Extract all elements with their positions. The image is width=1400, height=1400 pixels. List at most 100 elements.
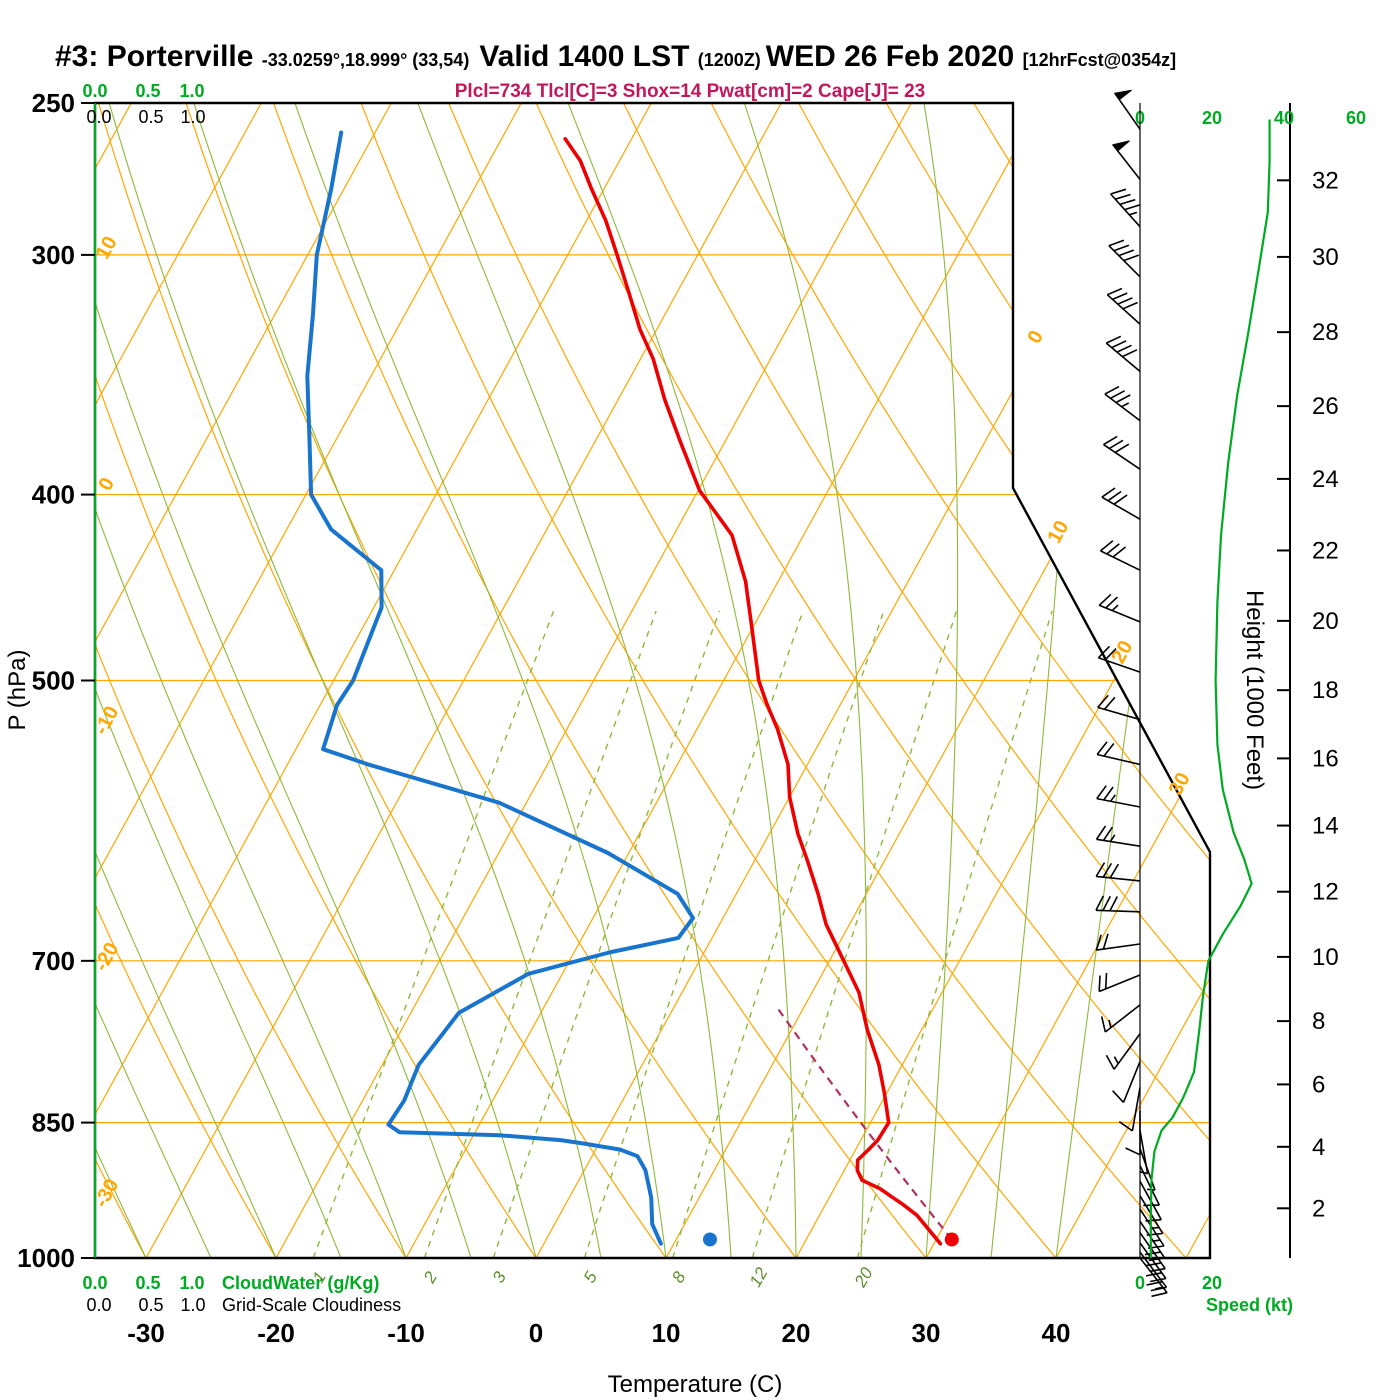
temperature-tick-label: 10 xyxy=(652,1318,681,1348)
dry-adiabat-line xyxy=(798,103,1210,1258)
dry-adiabat-line xyxy=(1148,103,1210,1258)
dry-adiabat-line xyxy=(710,103,1210,1258)
wind-barb xyxy=(1105,1033,1141,1070)
speed-profile-curve xyxy=(1149,119,1271,1258)
speed-tick-label-top: 40 xyxy=(1274,108,1294,128)
wind-barb xyxy=(1095,862,1141,882)
moist-adiabat-line xyxy=(95,103,472,1258)
cloudiness-tick-bottom: 0.5 xyxy=(138,1295,163,1315)
wind-barb xyxy=(1095,825,1141,847)
isotherm-line xyxy=(145,103,782,1258)
cloudwater-tick-top: 1.0 xyxy=(179,81,204,101)
mixing-ratio-line xyxy=(312,610,555,1258)
wind-barb xyxy=(1106,287,1141,325)
moist-adiabat-line xyxy=(743,103,867,1258)
sounding-curves xyxy=(305,130,959,1247)
cloudwater-axis-title: CloudWater (g/Kg) xyxy=(222,1273,379,1293)
isotherm-line xyxy=(95,103,522,1258)
speed-tick-label-top: 60 xyxy=(1346,108,1366,128)
height-tick-label: 32 xyxy=(1312,167,1339,194)
cloudwater-tick-bottom: 1.0 xyxy=(179,1273,204,1293)
isotherm-line xyxy=(1185,103,1210,1258)
height-tick-label: 8 xyxy=(1312,1008,1325,1035)
pressure-axis-title: P (hPa) xyxy=(4,650,31,731)
dry-adiabat-line xyxy=(185,103,797,1258)
height-tick-label: 12 xyxy=(1312,879,1339,906)
dry-adiabat-line xyxy=(360,103,1057,1258)
moist-adiabat-line xyxy=(923,103,959,1258)
pressure-tick-label: 250 xyxy=(32,88,75,118)
height-tick-label: 6 xyxy=(1312,1071,1325,1098)
mixing-ratio-label: 8 xyxy=(668,1268,689,1286)
wind-barb xyxy=(1101,487,1141,520)
pressure-tick-label: 400 xyxy=(32,480,75,510)
mixing-ratio-line xyxy=(583,610,804,1258)
moist-adiabat-line xyxy=(95,103,212,1258)
speed-axis: 0 20 40 600 20 xyxy=(1135,108,1366,1293)
cloudiness-tick-top: 1.0 xyxy=(180,107,205,127)
height-tick-label: 20 xyxy=(1312,608,1339,635)
pressure-tick-label: 500 xyxy=(32,666,75,696)
wind-barb xyxy=(1097,645,1141,673)
wind-barb xyxy=(1108,239,1141,278)
isotherm-label-left: 10 xyxy=(92,233,122,263)
dry-adiabat-line xyxy=(535,103,1210,1258)
cloudwater-tick-bottom: 0.5 xyxy=(135,1273,160,1293)
isotherm-line xyxy=(405,103,1042,1258)
moist-adiabat-line xyxy=(108,103,537,1258)
wind-barb xyxy=(1139,1257,1168,1298)
temperature-tick-label: -20 xyxy=(257,1318,295,1348)
height-tick-label: 22 xyxy=(1312,537,1339,564)
surface-temperature-dot xyxy=(944,1232,959,1247)
isotherm-line xyxy=(925,103,1210,1258)
pressure-tick-label: 700 xyxy=(32,946,75,976)
isotherm-label-right: 30 xyxy=(1165,769,1195,799)
isotherm-line xyxy=(275,103,912,1258)
moist-adiabat-line xyxy=(567,103,797,1258)
mixing-ratio-label: 5 xyxy=(580,1268,601,1286)
mixing-ratio-label: 2 xyxy=(419,1268,441,1287)
dry-adiabat-line xyxy=(95,103,407,1258)
wind-barb xyxy=(1112,1061,1141,1103)
temperature-tick-label: 40 xyxy=(1042,1318,1071,1348)
mixing-ratio-label: 12 xyxy=(746,1264,772,1290)
main-title: #3: Porterville -33.0259°,18.999° (33,54… xyxy=(55,40,1176,73)
moist-adiabat-line xyxy=(294,103,667,1258)
temperature-tick-label: -30 xyxy=(127,1318,165,1348)
pressure-tick-label: 1000 xyxy=(17,1243,75,1273)
cloudiness-tick-top: 0.0 xyxy=(86,107,111,127)
cloudiness-tick-top: 0.5 xyxy=(138,107,163,127)
wind-barb-flag xyxy=(1112,140,1130,152)
main-title-part: #3: Porterville xyxy=(55,40,262,73)
wind-barb xyxy=(1096,785,1141,808)
isotherm-line xyxy=(95,103,262,1258)
wind-barb xyxy=(1098,593,1141,623)
isotherm-label-right: 10 xyxy=(1043,517,1073,547)
isotherm-label-left: 0 xyxy=(94,474,119,494)
cloudiness-tick-bottom: 1.0 xyxy=(180,1295,205,1315)
wind-barb xyxy=(1095,895,1141,913)
height-tick-label: 18 xyxy=(1312,677,1339,704)
mixing-ratio-line xyxy=(751,610,958,1258)
temperature-tick-label: -10 xyxy=(387,1318,425,1348)
dry-adiabat-line xyxy=(272,103,927,1258)
wind-barb xyxy=(1139,1232,1166,1273)
height-tick-label: 28 xyxy=(1312,319,1339,346)
height-tick-label: 30 xyxy=(1312,244,1339,271)
wind-barb xyxy=(1104,385,1141,422)
height-tick-label: 4 xyxy=(1312,1134,1325,1161)
moist-adiabat-line xyxy=(193,103,602,1258)
dry-adiabat-line xyxy=(97,103,667,1258)
cloudwater-tick-top: 0.5 xyxy=(135,81,160,101)
mixing-ratio-labels: 1 2 3 5 8 12 20 xyxy=(309,1264,877,1291)
main-title-part: [12hrFcst@0354z] xyxy=(1023,50,1177,70)
cloudwater-scales: 0.00.00.50.51.01.00.00.00.50.51.01.0 xyxy=(82,81,205,1315)
wind-barb xyxy=(1099,540,1141,571)
temperature-axis-title: Temperature (C) xyxy=(608,1371,783,1398)
dry-adiabat-line xyxy=(95,103,537,1258)
wind-barb xyxy=(1098,972,1141,993)
wind-barb xyxy=(1100,1004,1141,1033)
temperature-curve xyxy=(563,137,943,1246)
